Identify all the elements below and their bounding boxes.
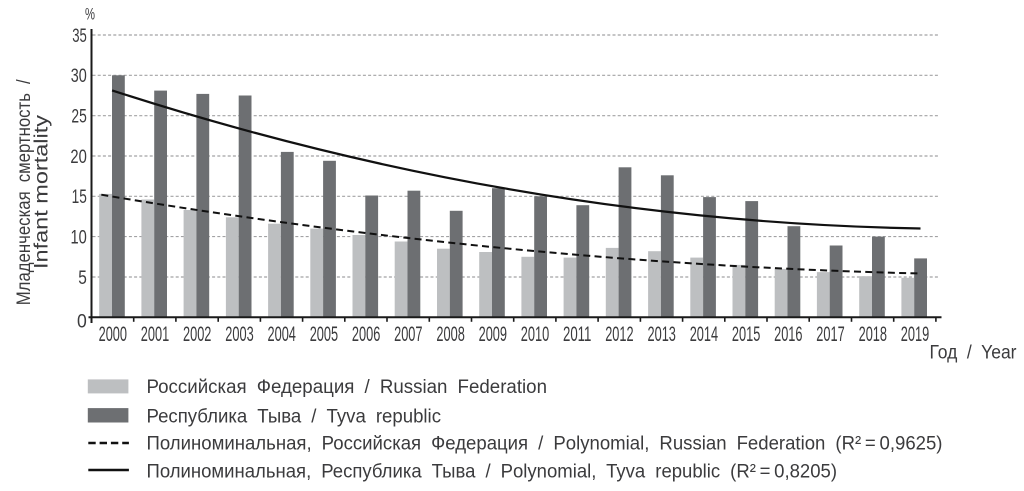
svg-text:35: 35 [72, 26, 87, 47]
svg-text:30: 30 [71, 66, 87, 87]
svg-text:10: 10 [71, 228, 87, 249]
svg-text:2016: 2016 [774, 323, 802, 346]
svg-text:20: 20 [70, 147, 86, 168]
svg-text:2011: 2011 [563, 323, 591, 346]
svg-text:Младенческая смертность /: Младенческая смертность / [14, 79, 35, 306]
svg-text:0: 0 [77, 311, 87, 332]
svg-text:2010: 2010 [521, 323, 549, 346]
svg-text:25: 25 [71, 107, 86, 128]
svg-text:2019: 2019 [901, 323, 929, 346]
svg-text:2000: 2000 [99, 323, 127, 346]
svg-text:Российская Федерация / Russian: Российская Федерация / Russian Federatio… [147, 377, 548, 398]
svg-text:2009: 2009 [479, 323, 507, 346]
svg-text:2003: 2003 [225, 323, 253, 346]
svg-text:Год / Year: Год / Year [930, 343, 1018, 364]
svg-text:2005: 2005 [310, 323, 338, 346]
svg-text:2017: 2017 [816, 323, 844, 346]
svg-text:%: % [85, 5, 95, 24]
svg-text:2015: 2015 [732, 323, 760, 346]
svg-text:Полиноминальная, Республика Ты: Полиноминальная, Республика Тыва / Polyn… [147, 462, 838, 483]
svg-text:2012: 2012 [605, 323, 633, 346]
svg-text:2002: 2002 [183, 323, 211, 346]
svg-text:2007: 2007 [394, 323, 422, 346]
svg-text:2018: 2018 [859, 323, 887, 346]
svg-text:2014: 2014 [690, 323, 719, 346]
svg-text:5: 5 [78, 268, 87, 289]
svg-text:2004: 2004 [268, 323, 297, 346]
svg-text:Республика Тыва / Tyva republi: Республика Тыва / Tyva republic [147, 406, 442, 427]
svg-text:2001: 2001 [141, 323, 169, 346]
svg-text:2008: 2008 [436, 323, 464, 346]
svg-text:Полиноминальная, Российская Фе: Полиноминальная, Российская Федерация / … [147, 434, 943, 455]
svg-text:2006: 2006 [352, 323, 380, 346]
svg-text:2013: 2013 [648, 323, 676, 346]
svg-text:15: 15 [72, 187, 87, 208]
svg-text:Infant mortality: Infant mortality [32, 114, 53, 269]
